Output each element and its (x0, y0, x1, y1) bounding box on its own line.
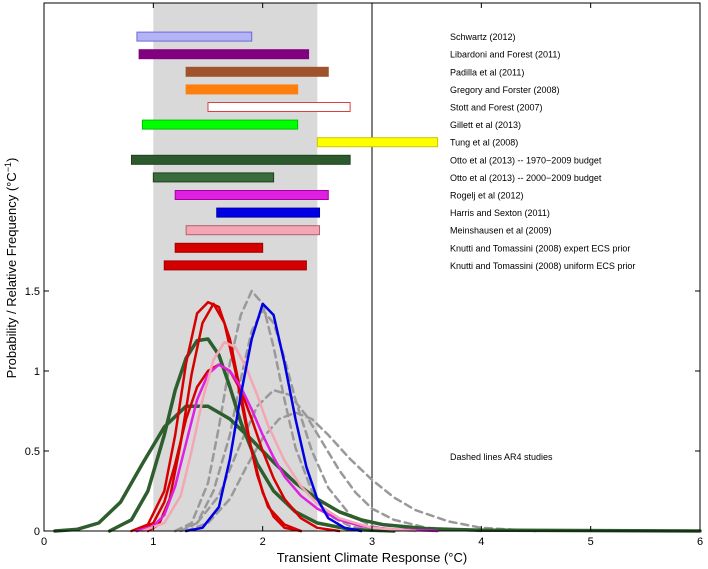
y-axis-label-superscript: −1 (3, 162, 13, 172)
annotation-dashed-lines: Dashed lines AR4 studies (450, 452, 553, 462)
range-label-10: Harris and Sexton (2011) (450, 208, 550, 218)
range-label-2: Padilla et al (2011) (450, 67, 524, 77)
range-label-11: Meinshausen et al (2009) (450, 226, 552, 236)
range-label-7: Otto et al (2013) -- 1970−2009 budget (450, 155, 602, 165)
y-tick-label-1: 0.5 (25, 446, 40, 458)
dashed-curve-3 (184, 411, 538, 533)
range-bar-6 (316, 137, 439, 148)
range-bar-11 (185, 225, 321, 236)
x-tick-label-2: 2 (260, 536, 266, 548)
range-label-13: Knutti and Tomassini (2008) uniform ECS … (450, 261, 635, 271)
range-labels-layer: Schwartz (2012) Libardoni and Forest (201… (450, 32, 635, 271)
x-tick-label-3: 3 (369, 536, 375, 548)
range-label-9: Rogelj et al (2012) (450, 191, 524, 201)
x-axis-label: Transient Climate Response (°C) (277, 550, 467, 565)
pdf-curve-8 (146, 302, 303, 533)
range-bar-2 (185, 66, 329, 77)
pdf-curve-5 (107, 337, 396, 533)
x-tick-label-0: 0 (41, 536, 47, 548)
range-label-5: Gillett et al (2013) (450, 120, 521, 130)
range-label-12: Knutti and Tomassini (2008) expert ECS p… (450, 243, 630, 253)
range-bar-10 (216, 207, 321, 218)
y-tick-label-0: 0 (34, 526, 40, 538)
range-bar-7 (130, 154, 351, 165)
range-bar-1 (138, 49, 310, 60)
y-axis-label-main: Probability / Relative Frequency (°C (4, 172, 19, 378)
pdf-curve-11 (184, 302, 363, 533)
range-label-8: Otto et al (2013) -- 2000−2009 budget (450, 173, 602, 183)
y-tick-label-2: 1 (34, 366, 40, 378)
x-tick-label-1: 1 (150, 536, 156, 548)
x-tick-label-4: 4 (478, 536, 484, 548)
axes-layer: 0 1 2 3 4 5 6 0 0.5 1 1.5 (25, 3, 703, 548)
dashed-curve-1 (179, 308, 396, 533)
range-bar-12 (174, 242, 264, 253)
y-tick-label-3: 1.5 (25, 286, 40, 298)
range-label-4: Stott and Forest (2007) (450, 103, 543, 113)
x-tick-label-5: 5 (588, 536, 594, 548)
range-label-3: Gregory and Forster (2008) (450, 85, 560, 95)
range-bar-13 (163, 260, 307, 271)
y-axis-label: Probability / Relative Frequency (°C−1) (3, 158, 19, 379)
curves-layer (53, 289, 702, 533)
range-bar-5 (141, 119, 299, 130)
range-bar-3 (185, 84, 299, 95)
range-bars-layer (130, 31, 439, 271)
range-bar-4 (207, 102, 351, 112)
range-label-0: Schwartz (2012) (450, 32, 516, 42)
pdf-curve-4 (53, 404, 702, 533)
x-tick-label-6: 6 (697, 536, 703, 548)
pdf-curve-9 (135, 363, 439, 533)
range-bar-9 (174, 190, 329, 200)
range-label-6: Tung et al (2008) (450, 138, 518, 148)
range-bar-0 (136, 31, 253, 42)
y-axis-label-close: ) (4, 158, 19, 162)
range-bar-8 (152, 172, 275, 183)
range-label-1: Libardoni and Forest (2011) (450, 50, 560, 60)
